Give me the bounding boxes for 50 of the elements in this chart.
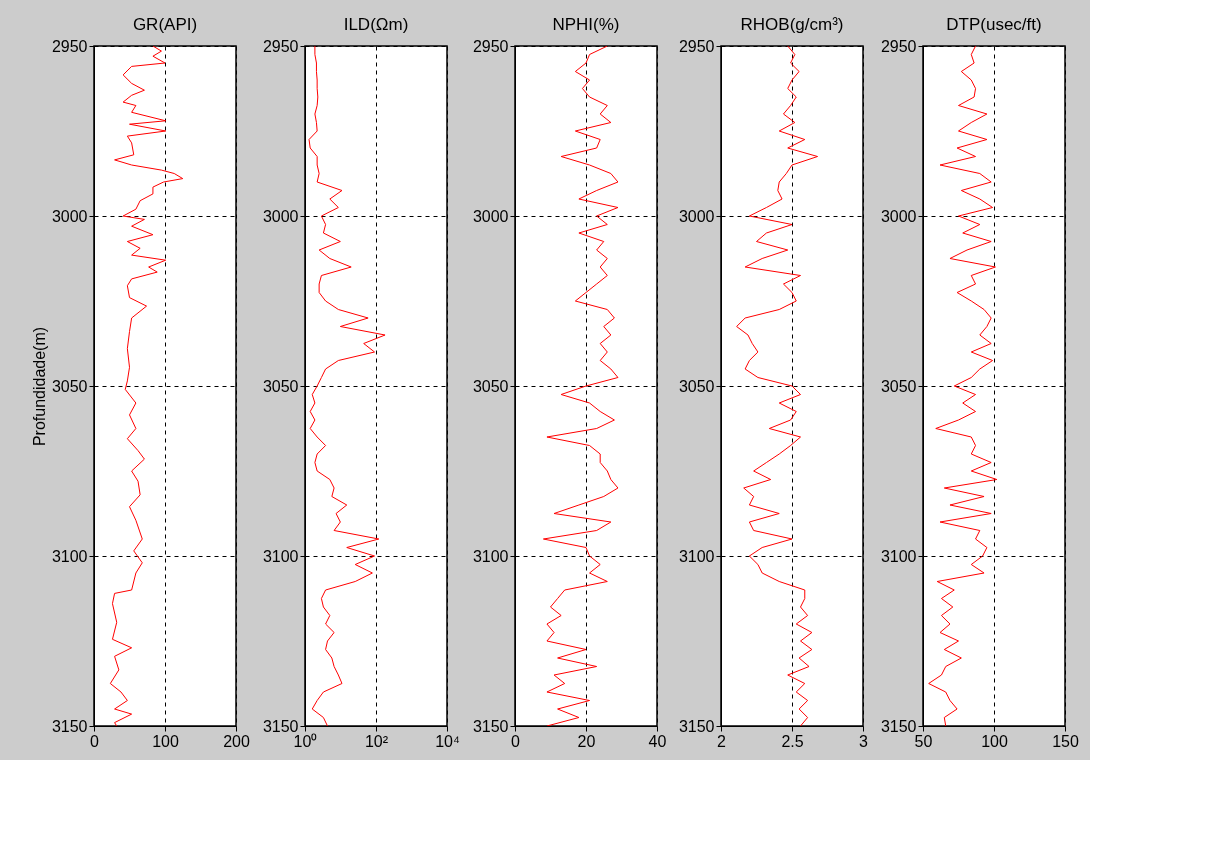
x-tick-label: 10² xyxy=(364,732,389,750)
x-tick-label: 50 xyxy=(914,732,933,750)
y-tick-label: 2950 xyxy=(880,37,917,55)
line-series xyxy=(542,46,619,726)
line-series xyxy=(928,46,998,726)
y-tick-label: 3150 xyxy=(472,717,509,735)
x-tick-label: 100 xyxy=(152,732,179,750)
y-tick-label: 2950 xyxy=(678,37,715,55)
y-tick-label: 2950 xyxy=(472,37,509,55)
y-tick-label: 3050 xyxy=(880,377,917,395)
x-tick-label: 2.5 xyxy=(781,732,804,750)
y-tick-label: 3100 xyxy=(472,547,509,565)
y-tick-label: 3050 xyxy=(262,377,299,395)
y-tick-label: 3150 xyxy=(262,717,299,735)
chart-title: DTP(usec/ft) xyxy=(946,15,1042,34)
chart-title: ILD(Ωm) xyxy=(343,15,409,34)
y-tick-label: 3150 xyxy=(678,717,715,735)
y-tick-label: 3150 xyxy=(880,717,917,735)
y-tick-label: 3100 xyxy=(262,547,299,565)
y-tick-label: 3100 xyxy=(880,547,917,565)
x-tick-label: 2 xyxy=(717,732,727,750)
y-tick-label: 3150 xyxy=(51,717,88,735)
x-tick-label: 0 xyxy=(90,732,100,750)
x-tick-label: 10⁰ xyxy=(293,732,318,750)
y-tick-label: 2950 xyxy=(51,37,88,55)
x-tick-label: 100 xyxy=(981,732,1008,750)
y-tick-label: 2950 xyxy=(262,37,299,55)
y-tick-label: 3000 xyxy=(51,207,88,225)
y-tick-label: 3050 xyxy=(472,377,509,395)
y-axis-title: Profundidade(m) xyxy=(30,326,48,447)
y-tick-label: 3000 xyxy=(880,207,917,225)
y-tick-label: 3000 xyxy=(262,207,299,225)
x-tick-label: 3 xyxy=(859,732,869,750)
y-tick-label: 3000 xyxy=(472,207,509,225)
chart-title: NPHI(%) xyxy=(552,15,620,34)
x-tick-label: 20 xyxy=(577,732,596,750)
x-tick-label: 200 xyxy=(223,732,250,750)
chart-title: RHOB(g/cm³) xyxy=(740,15,844,34)
x-tick-label: 40 xyxy=(648,732,667,750)
x-tick-label: 150 xyxy=(1052,732,1079,750)
y-tick-label: 3100 xyxy=(678,547,715,565)
x-tick-label: 10⁴ xyxy=(435,732,460,750)
y-tick-label: 3000 xyxy=(678,207,715,225)
line-series xyxy=(109,46,184,726)
y-tick-label: 3100 xyxy=(51,547,88,565)
y-tick-label: 3050 xyxy=(51,377,88,395)
chart-title: GR(API) xyxy=(132,15,198,34)
y-tick-label: 3050 xyxy=(678,377,715,395)
x-tick-label: 0 xyxy=(511,732,521,750)
line-series xyxy=(736,46,819,726)
